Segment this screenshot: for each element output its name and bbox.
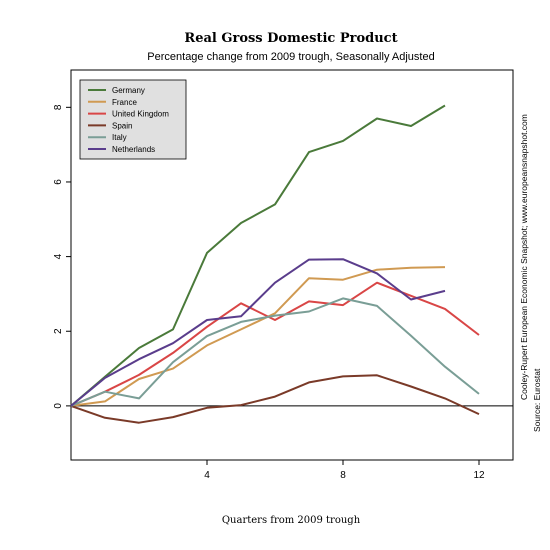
y-tick-label: 6: [53, 179, 64, 185]
legend-label: Italy: [112, 133, 127, 142]
legend-label: Netherlands: [112, 145, 155, 154]
y-tick-label: 4: [53, 253, 64, 259]
plot-frame: [70, 69, 514, 461]
x-tick-label: 12: [473, 470, 485, 481]
series-line-spain: [70, 374, 480, 424]
series-line-united-kingdom: [70, 281, 480, 407]
chart-subtitle: Percentage change from 2009 trough, Seas…: [147, 51, 434, 63]
y-tick-label: 8: [53, 104, 64, 110]
legend-label: Spain: [112, 121, 132, 130]
legend-label: France: [112, 98, 137, 107]
series-line-france: [70, 266, 446, 407]
source-note: Source: Eurostat: [532, 368, 542, 432]
series-line-germany: [70, 104, 446, 407]
legend-label: United Kingdom: [112, 110, 169, 119]
chart-title: Real Gross Domestic Product: [184, 31, 397, 46]
x-tick-label: 4: [204, 470, 210, 481]
legend: Germany France United Kingdom Spain Italy Net…: [79, 79, 187, 160]
credit-note: Cooley-Rupert European Economic Snapshot…: [519, 114, 529, 400]
x-axis-label: Quarters from 2009 trough: [222, 515, 361, 526]
series-lines: [70, 104, 480, 424]
y-tick-label: 2: [53, 328, 64, 334]
axes: 4 8 12 0 2 4 6 8: [53, 104, 513, 481]
legend-label: Germany: [112, 86, 145, 95]
y-tick-label: 0: [53, 403, 64, 409]
x-tick-label: 8: [340, 470, 346, 481]
series-line-italy: [70, 297, 480, 407]
series-line-netherlands: [70, 258, 446, 407]
legend-box: [79, 79, 187, 160]
